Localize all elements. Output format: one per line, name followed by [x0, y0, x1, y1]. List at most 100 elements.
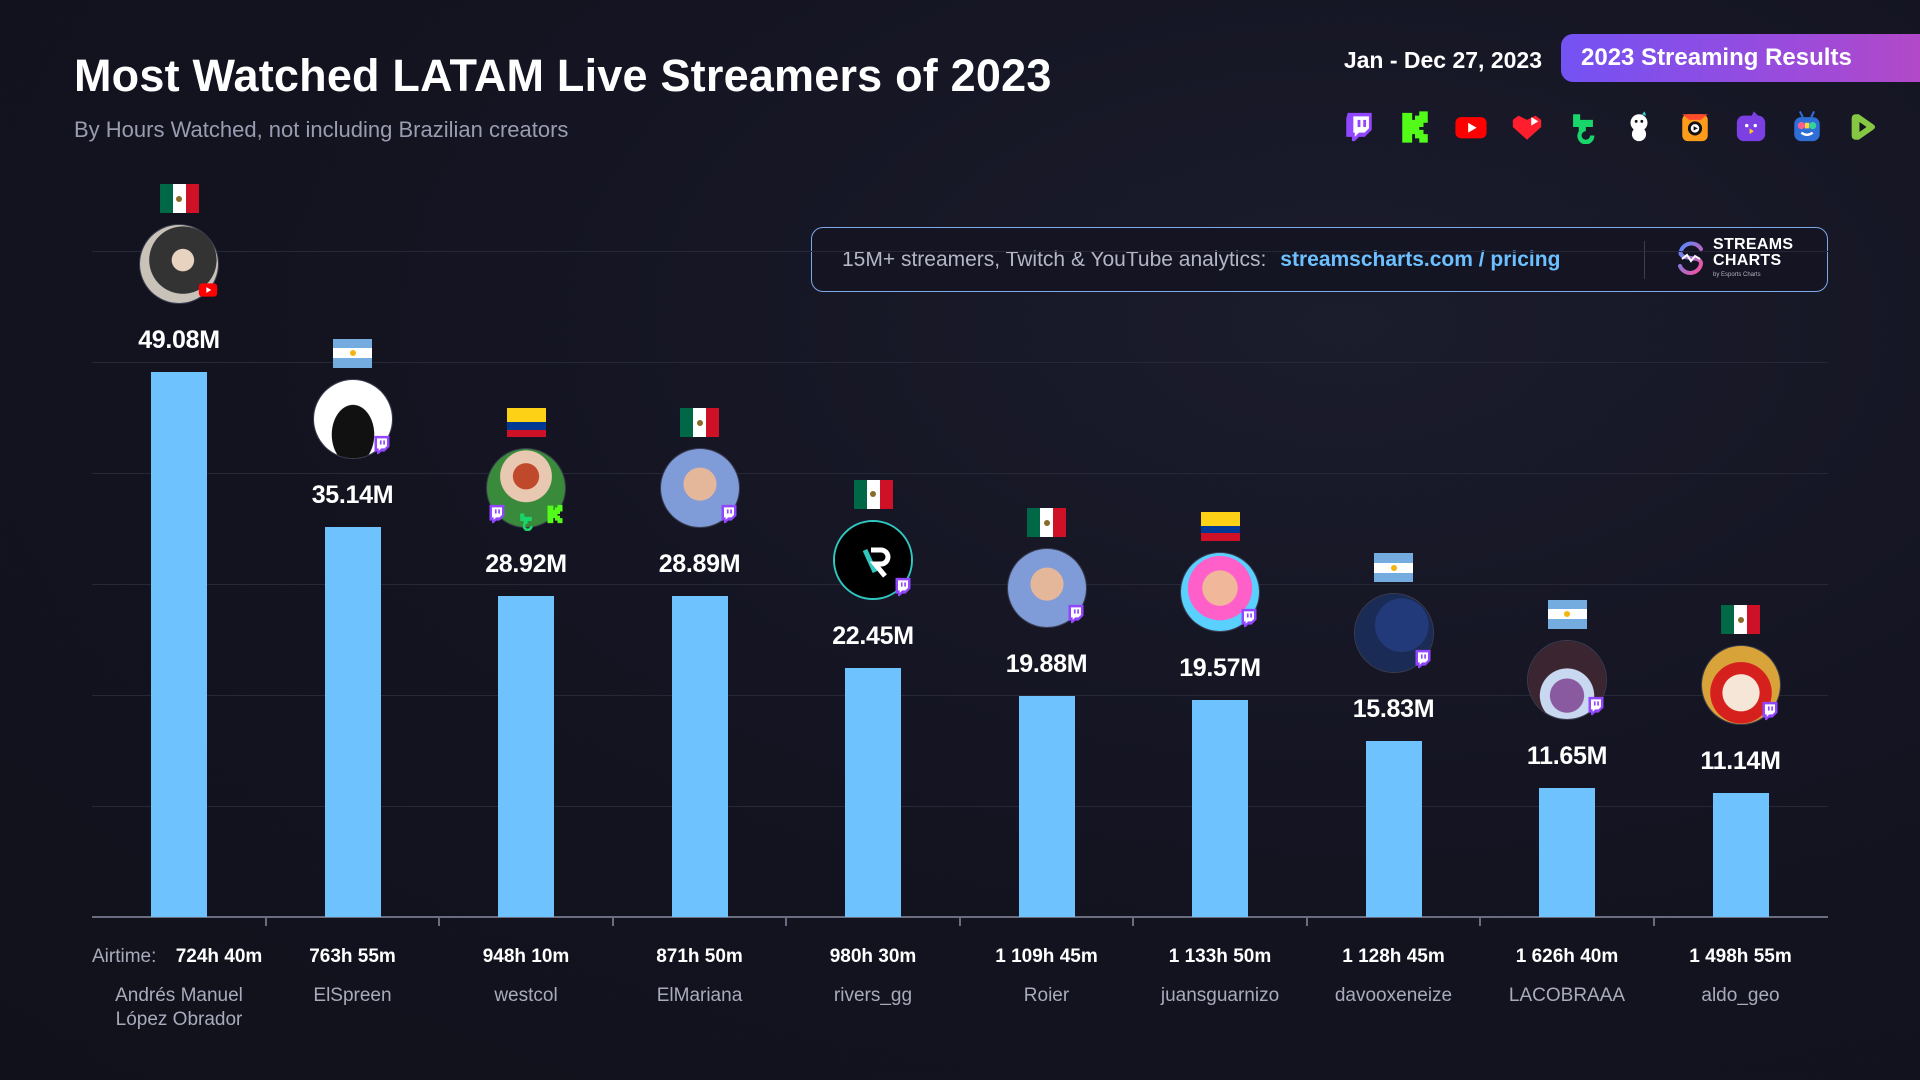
bar-value-label: 19.57M [1179, 653, 1261, 682]
streamer-avatar[interactable] [1700, 645, 1781, 726]
youtube-icon [1452, 108, 1490, 146]
streamer-name[interactable]: Andrés Manuel López Obrador [94, 984, 264, 1032]
bar-value-label: 19.88M [1005, 650, 1088, 679]
nimo-icon [1676, 108, 1714, 146]
bar[interactable] [498, 595, 554, 917]
gridline [92, 805, 1828, 808]
bar[interactable] [1018, 696, 1075, 917]
streamer-name[interactable]: Roier [962, 984, 1132, 1008]
x-axis-tick [1305, 917, 1308, 926]
streams-charts-logo: STREAMS CHARTS by Esports Charts [1675, 237, 1793, 278]
flag-colombia-icon [506, 407, 546, 437]
bar-value-label: 28.89M [658, 550, 741, 579]
gridline [92, 694, 1828, 697]
bar-value-label: 22.45M [832, 621, 914, 650]
streamer-avatar[interactable] [833, 519, 913, 600]
twitch-icon [1239, 608, 1259, 628]
flag-mexico-icon [853, 479, 893, 509]
bar[interactable] [1192, 699, 1248, 917]
bar[interactable] [1365, 741, 1422, 917]
streamer-name[interactable]: westcol [441, 984, 611, 1008]
bar-value-label: 28.92M [485, 549, 567, 578]
bar[interactable] [845, 667, 901, 917]
bar-value-label: 49.08M [138, 326, 220, 354]
vk-play-icon [1508, 108, 1546, 146]
bar[interactable] [1712, 793, 1769, 917]
streamer-name-line: davooxeneize [1334, 985, 1453, 1006]
twitch-icon [1340, 108, 1378, 146]
streamer-name-line: Andrés Manuel [115, 985, 243, 1006]
bar-value-label: 35.14M [311, 480, 394, 509]
gridline [92, 472, 1828, 475]
x-axis-tick [1652, 917, 1655, 926]
streamer-avatar[interactable] [312, 378, 393, 459]
streamer-name[interactable]: ElSpreen [268, 984, 438, 1008]
streamer-avatar[interactable] [486, 447, 566, 531]
flag-mexico-icon [680, 408, 719, 438]
airtime-value: 1 128h 45m [1342, 946, 1445, 967]
flag-argentina-icon [1374, 553, 1413, 583]
twitch-icon [1586, 696, 1606, 716]
bigo-icon [1620, 108, 1658, 146]
streamer-name-line: aldo_geo [1701, 985, 1780, 1006]
airtime-value: 871h 50m [656, 946, 743, 967]
banner-text: 15M+ streamers, Twitch & YouTube analyti… [842, 247, 1267, 271]
streamer-avatar[interactable] [1006, 548, 1087, 629]
kick-icon [545, 504, 565, 524]
x-axis-tick [958, 917, 961, 926]
flag-argentina-icon [333, 338, 372, 368]
afreeca-icon [1788, 108, 1826, 146]
streamer-name[interactable]: davooxeneize [1309, 984, 1479, 1008]
twitch-icon [719, 504, 739, 524]
trovo-icon [1564, 108, 1602, 146]
streamer-avatar[interactable] [1527, 639, 1607, 720]
x-axis-tick [264, 917, 267, 926]
logo-tagline: by Esports Charts [1713, 272, 1761, 278]
flag-mexico-icon [1721, 605, 1760, 635]
logo-word-streams: STREAMS [1713, 236, 1794, 253]
streamer-name-line: López Obrador [115, 1009, 243, 1030]
banner-divider [1644, 241, 1645, 279]
bar-value-label: 15.83M [1352, 695, 1435, 724]
streamer-name[interactable]: LACOBRAAA [1482, 984, 1652, 1008]
platform-icons [1340, 108, 1882, 146]
streamer-name-line: westcol [494, 985, 558, 1006]
streams-charts-logo-icon [1678, 241, 1703, 275]
kick-icon [1396, 108, 1434, 146]
streamer-avatar[interactable] [1353, 593, 1434, 674]
bar[interactable] [671, 596, 728, 917]
streamer-name[interactable]: aldo_geo [1656, 984, 1826, 1008]
gridline [92, 583, 1828, 586]
flag-mexico-icon [159, 184, 199, 213]
pricing-link[interactable]: streamscharts.com / pricing [1280, 247, 1561, 271]
trovo-icon [516, 511, 536, 531]
streamer-name-line: LACOBRAAA [1508, 985, 1626, 1006]
airtime-value: 1 626h 40m [1515, 946, 1619, 967]
x-axis-tick [1132, 917, 1135, 926]
bar[interactable] [151, 372, 207, 917]
airtime-value: 1 133h 50m [1168, 946, 1272, 967]
bar[interactable] [324, 526, 381, 917]
airtime-value: 724h 40m [175, 946, 263, 967]
twitch-icon [1066, 604, 1086, 624]
x-axis-tick [438, 917, 441, 926]
streamer-name-line: juansguarnizo [1160, 985, 1280, 1006]
airtime-value: 1 109h 45m [995, 946, 1098, 967]
streamer-avatar[interactable] [1180, 551, 1260, 632]
streamer-avatar[interactable] [139, 224, 219, 304]
streamer-name[interactable]: rivers_gg [788, 984, 958, 1008]
streamer-name[interactable]: ElMariana [615, 984, 785, 1008]
streamer-name[interactable]: juansguarnizo [1135, 984, 1305, 1008]
airtime-prefix-label: Airtime: [92, 946, 157, 967]
page-title: Most Watched LATAM Live Streamers of 202… [74, 50, 1052, 101]
booyah-icon [1732, 108, 1770, 146]
bar[interactable] [1539, 787, 1595, 917]
streaming-results-badge: 2023 Streaming Results [1561, 34, 1920, 82]
x-axis-tick [611, 917, 614, 926]
streamer-avatar[interactable] [659, 448, 740, 529]
flag-colombia-icon [1200, 511, 1240, 541]
x-axis-tick [1479, 917, 1482, 926]
streamer-name-line: ElMariana [656, 985, 743, 1006]
promo-banner: 15M+ streamers, Twitch & YouTube analyti… [811, 227, 1828, 292]
